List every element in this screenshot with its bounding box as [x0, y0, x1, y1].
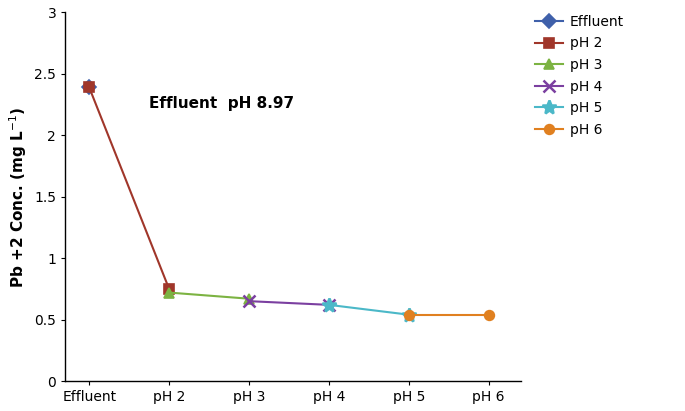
Line: pH 6: pH 6: [404, 310, 493, 319]
pH 3: [165, 290, 173, 295]
Line: pH 4: pH 4: [243, 296, 334, 310]
pH 5: [325, 302, 333, 307]
pH 6: [484, 312, 493, 317]
pH 4: [245, 299, 253, 304]
Text: Effluent  pH 8.97: Effluent pH 8.97: [149, 96, 295, 111]
Legend: Effluent, pH 2, pH 3, pH 4, pH 5, pH 6: Effluent, pH 2, pH 3, pH 4, pH 5, pH 6: [532, 12, 627, 140]
pH 4: [325, 302, 333, 307]
pH 6: [405, 312, 413, 317]
Line: pH 5: pH 5: [322, 298, 416, 322]
pH 3: [245, 296, 253, 301]
pH 5: [405, 312, 413, 317]
Y-axis label: Pb +2 Conc. (mg L$^{-1}$): Pb +2 Conc. (mg L$^{-1}$): [7, 106, 29, 288]
pH 2: [165, 286, 173, 291]
pH 2: [85, 85, 93, 90]
Line: pH 2: pH 2: [84, 83, 174, 294]
Line: pH 3: pH 3: [164, 288, 254, 304]
